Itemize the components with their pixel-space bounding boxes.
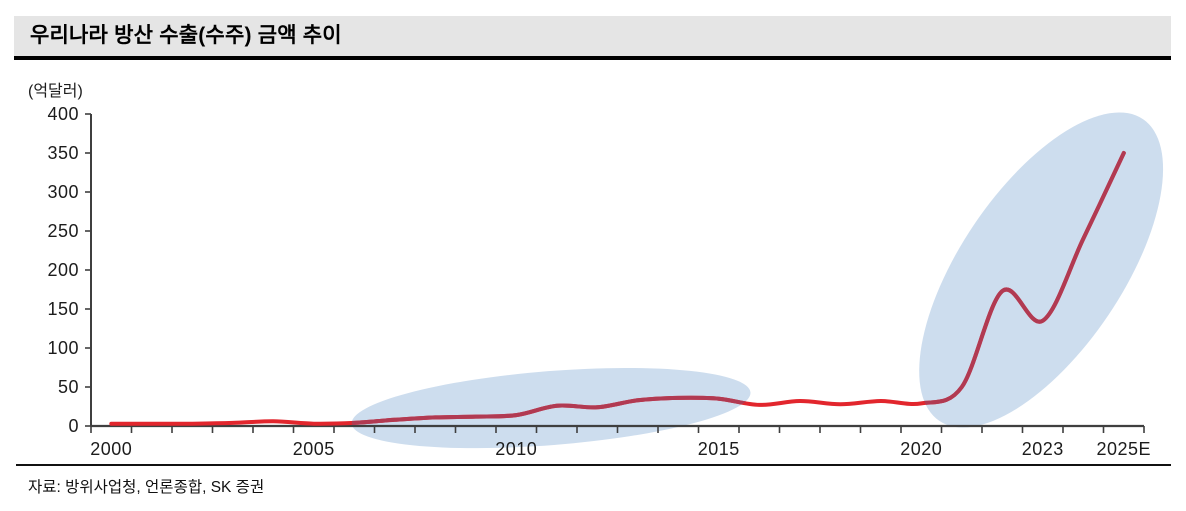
y-tick-label: 200: [47, 260, 79, 280]
footer-divider: [16, 464, 1171, 466]
y-axis-unit-label: (억달러): [28, 83, 83, 100]
chart-title: 우리나라 방산 수출(수주) 금액 추이: [30, 24, 342, 47]
x-tick-label: 2005: [293, 439, 335, 459]
defense-export-line-chart: 0 50 100 150 200 250 300 350 400 2000 2005 2010 2015…: [47, 104, 1164, 459]
y-tick-label: 400: [47, 104, 79, 124]
x-tick-label: 2020: [900, 439, 942, 459]
y-tick-label: 300: [47, 182, 79, 202]
y-tick-label: 350: [47, 143, 79, 163]
chart-header: 우리나라 방산 수출(수주) 금액 추이: [14, 16, 1171, 60]
source-note: 자료: 방위사업청, 언론종합, SK 증권: [28, 479, 265, 496]
y-tick-label: 250: [47, 221, 79, 241]
highlight-ellipse-2021-2025: [919, 112, 1164, 428]
y-tick-label: 100: [47, 338, 79, 358]
y-tick-label: 0: [68, 416, 79, 436]
x-tick-label: 2000: [90, 439, 132, 459]
x-tick-label: 2010: [495, 439, 537, 459]
x-tick-label: 2025E: [1097, 439, 1152, 459]
trend-line-highlighted: [348, 151, 1126, 426]
x-tick-label: 2023: [1022, 439, 1064, 459]
y-tick-label: 150: [47, 299, 79, 319]
x-tick-label: 2015: [698, 439, 740, 459]
y-tick-label: 50: [58, 377, 79, 397]
